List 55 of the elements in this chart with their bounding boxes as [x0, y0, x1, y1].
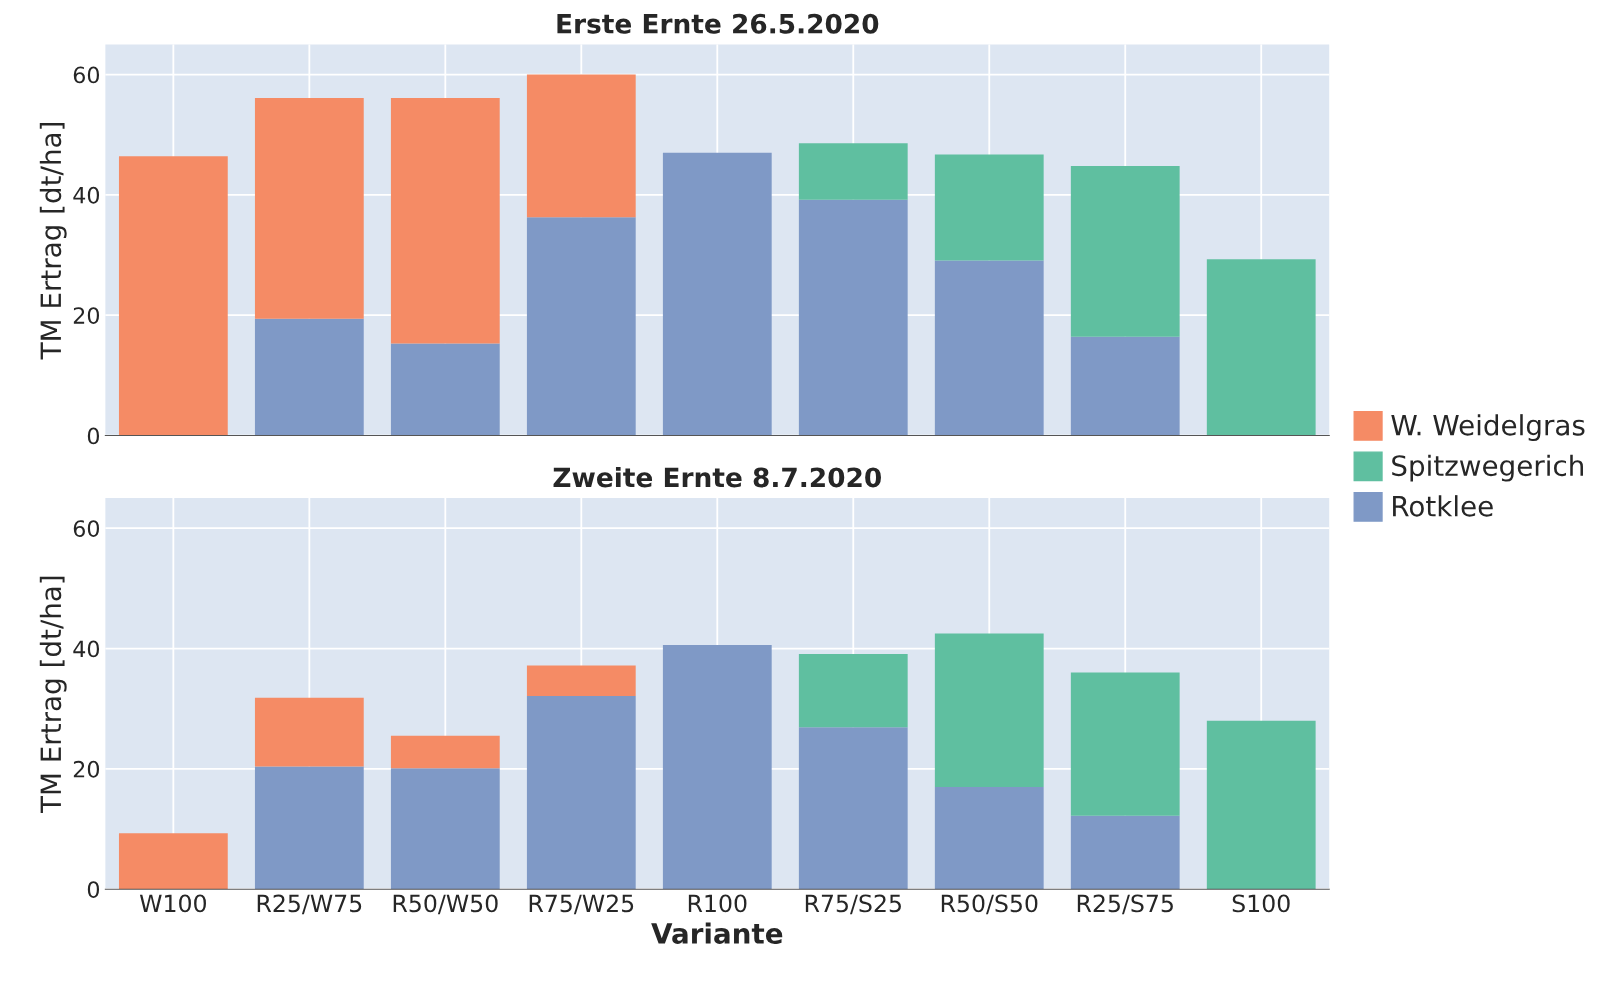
bar [526, 665, 636, 697]
bar [390, 768, 500, 890]
bar [662, 644, 772, 890]
x-tick-label: R75/W25 [529, 894, 634, 915]
x-tick-label: S100 [1232, 894, 1290, 913]
legend-label: W. Weidelgras [1391, 414, 1585, 442]
bar [254, 697, 364, 767]
bar [390, 735, 500, 769]
bar [1206, 259, 1316, 436]
y-tick-label: 20 [73, 307, 100, 324]
bar [1070, 815, 1180, 890]
bar [1070, 672, 1180, 816]
bar [1070, 166, 1180, 337]
bar [934, 786, 1044, 890]
x-tick-label: W100 [139, 894, 206, 913]
bar [1206, 720, 1316, 890]
bar [934, 633, 1044, 787]
y-tick-label: 0 [87, 881, 100, 898]
bar [1070, 336, 1180, 436]
legend-label: Rotklee [1393, 495, 1493, 517]
y-tick-label: 20 [73, 760, 100, 778]
chart-title: Zweite Ernte 8.7.2020 [553, 466, 881, 488]
bar [118, 833, 228, 890]
x-tick-label: R50/S50 [941, 894, 1038, 915]
bar [934, 154, 1044, 261]
x-tick-label: R50/W50 [393, 894, 498, 915]
x-tick-label: R75/S25 [805, 894, 901, 915]
bar [798, 143, 908, 200]
bar [390, 343, 500, 436]
bar [798, 727, 908, 890]
bar [254, 98, 364, 319]
bar [390, 98, 500, 344]
bar [526, 696, 636, 890]
legend-label: Spitzwegerich [1392, 454, 1583, 482]
x-axis-title: Variante [651, 922, 783, 944]
bar [526, 217, 636, 436]
bar [798, 199, 908, 436]
y-axis-title: TM Ertrag [dt/ha] [39, 576, 67, 814]
y-tick-label: 0 [87, 427, 100, 445]
x-tick-label: R25/W75 [257, 894, 362, 915]
bar [254, 766, 364, 890]
bar [934, 260, 1044, 436]
bar [526, 74, 636, 218]
bar [662, 152, 772, 436]
x-tick-label: R100 [688, 894, 747, 913]
bar [254, 318, 364, 436]
y-tick-label: 60 [73, 66, 100, 84]
x-tick-label: R25/S75 [1077, 894, 1173, 915]
y-tick-label: 60 [73, 520, 100, 537]
bar [118, 156, 228, 436]
y-axis-title: TM Ertrag [dt/ha] [39, 123, 67, 360]
chart-title: Erste Ernte 26.5.2020 [557, 13, 879, 34]
y-tick-label: 40 [73, 186, 100, 204]
y-tick-label: 40 [73, 640, 100, 658]
bar [798, 653, 908, 728]
